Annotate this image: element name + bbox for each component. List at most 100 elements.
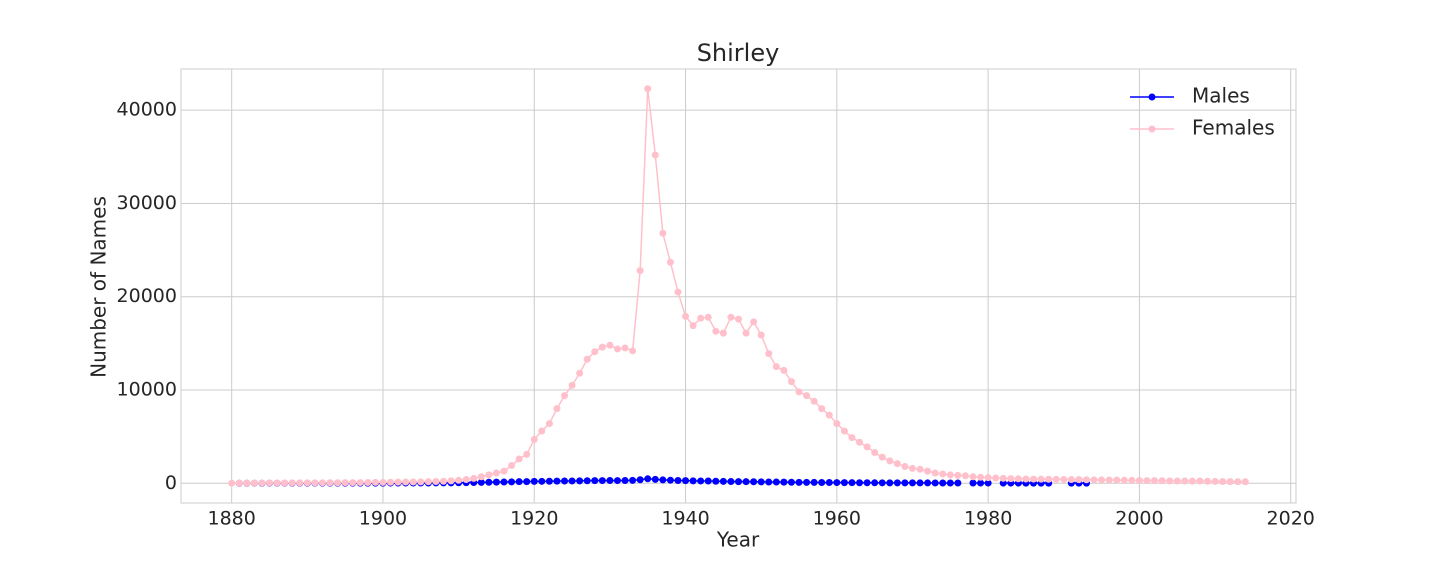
data-point bbox=[984, 474, 992, 482]
data-point bbox=[303, 479, 311, 487]
data-point bbox=[228, 479, 236, 487]
data-point bbox=[583, 355, 591, 363]
data-point bbox=[1067, 476, 1075, 484]
data-point bbox=[908, 479, 916, 487]
data-point bbox=[908, 464, 916, 472]
data-point bbox=[1082, 476, 1090, 484]
data-point bbox=[833, 420, 841, 428]
x-tick-label: 1880 bbox=[208, 508, 256, 530]
data-point bbox=[848, 434, 856, 442]
data-point bbox=[629, 347, 637, 355]
data-point bbox=[787, 478, 795, 486]
data-point bbox=[371, 478, 379, 486]
data-point bbox=[750, 478, 758, 486]
data-point bbox=[659, 476, 667, 484]
data-point bbox=[455, 476, 463, 484]
data-point bbox=[712, 477, 720, 485]
data-point bbox=[674, 476, 682, 484]
data-point bbox=[447, 477, 455, 485]
data-point bbox=[659, 229, 667, 237]
data-point bbox=[379, 478, 387, 486]
data-point bbox=[803, 478, 811, 486]
data-point bbox=[719, 329, 727, 337]
data-point bbox=[742, 478, 750, 486]
data-point bbox=[432, 478, 440, 486]
data-point bbox=[1196, 477, 1204, 485]
x-tick-label: 1920 bbox=[510, 508, 558, 530]
data-point bbox=[1241, 478, 1249, 486]
data-point bbox=[591, 477, 599, 485]
data-point bbox=[856, 438, 864, 446]
data-point bbox=[697, 314, 705, 322]
data-point bbox=[1014, 475, 1022, 483]
x-tick-label: 1900 bbox=[359, 508, 407, 530]
data-point bbox=[598, 343, 606, 351]
data-point bbox=[810, 397, 818, 405]
data-point bbox=[924, 479, 932, 487]
data-point bbox=[591, 348, 599, 356]
data-point bbox=[606, 341, 614, 349]
data-point bbox=[492, 469, 500, 477]
data-point bbox=[508, 462, 516, 470]
data-point bbox=[871, 448, 879, 456]
data-point bbox=[1188, 477, 1196, 485]
data-point bbox=[984, 479, 992, 487]
x-tick-label: 1960 bbox=[813, 508, 861, 530]
data-point bbox=[613, 345, 621, 353]
data-point bbox=[417, 478, 425, 486]
y-tick-label: 30000 bbox=[117, 192, 177, 214]
data-point bbox=[719, 477, 727, 485]
data-point bbox=[485, 471, 493, 479]
data-point bbox=[780, 366, 788, 374]
y-tick-label: 10000 bbox=[117, 378, 177, 400]
data-point bbox=[1211, 477, 1219, 485]
data-point bbox=[538, 477, 546, 485]
data-point bbox=[462, 476, 470, 484]
data-point bbox=[296, 479, 304, 487]
data-point bbox=[621, 476, 629, 484]
data-point bbox=[1120, 476, 1128, 484]
data-point bbox=[1219, 478, 1227, 486]
data-point bbox=[682, 477, 690, 485]
data-point bbox=[772, 478, 780, 486]
data-point bbox=[636, 267, 644, 275]
data-point bbox=[969, 479, 977, 487]
chart-title: Shirley bbox=[697, 39, 780, 67]
data-point bbox=[576, 369, 584, 377]
data-point bbox=[583, 477, 591, 485]
data-point bbox=[1090, 476, 1098, 484]
data-point bbox=[553, 405, 561, 413]
data-point bbox=[803, 392, 811, 400]
data-point bbox=[1181, 477, 1189, 485]
data-point bbox=[356, 479, 364, 487]
data-point bbox=[439, 477, 447, 485]
data-point bbox=[266, 479, 274, 487]
data-point bbox=[598, 477, 606, 485]
y-axis-label: Number of Names bbox=[87, 196, 111, 378]
data-point bbox=[916, 479, 924, 487]
data-point bbox=[946, 479, 954, 487]
data-point bbox=[1052, 475, 1060, 483]
data-point bbox=[561, 477, 569, 485]
data-point bbox=[878, 453, 886, 461]
data-point bbox=[530, 477, 538, 485]
data-point bbox=[818, 405, 826, 413]
data-point bbox=[1158, 477, 1166, 485]
data-point bbox=[666, 258, 674, 266]
data-point bbox=[1022, 475, 1030, 483]
data-point bbox=[629, 476, 637, 484]
data-point bbox=[1007, 475, 1015, 483]
data-point bbox=[848, 479, 856, 487]
data-point bbox=[689, 322, 697, 330]
data-point bbox=[840, 427, 848, 435]
data-point bbox=[924, 467, 932, 475]
data-point bbox=[568, 477, 576, 485]
data-point bbox=[727, 313, 735, 321]
data-point bbox=[727, 478, 735, 486]
data-point bbox=[424, 478, 432, 486]
x-tick-label: 1940 bbox=[661, 508, 709, 530]
data-point bbox=[651, 151, 659, 159]
data-point bbox=[916, 465, 924, 473]
data-point bbox=[757, 331, 765, 339]
